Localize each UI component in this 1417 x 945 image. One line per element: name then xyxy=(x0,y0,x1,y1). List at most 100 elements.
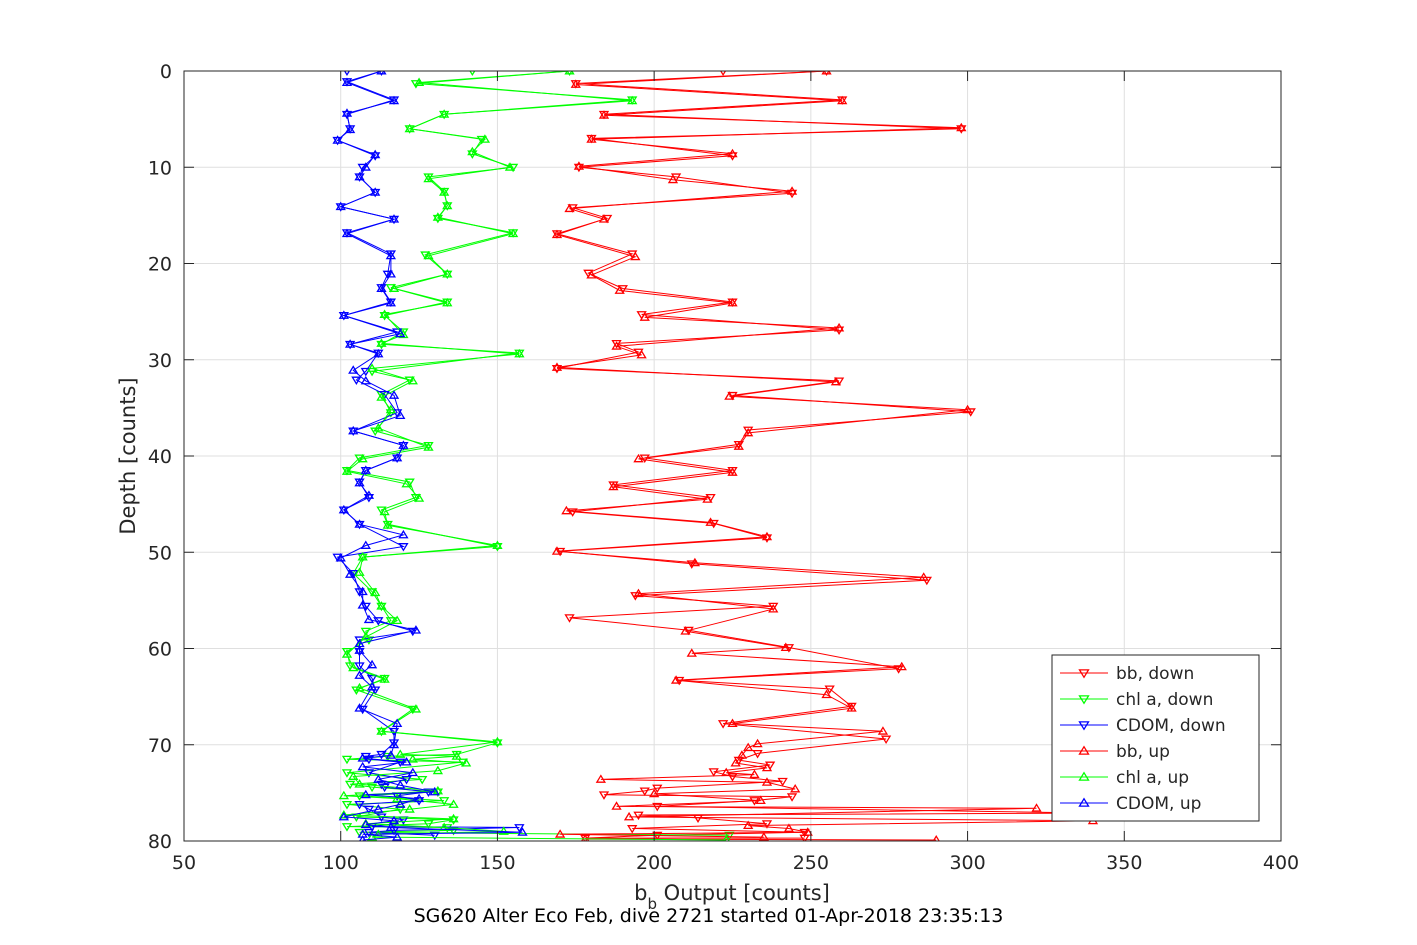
data-point xyxy=(880,735,892,745)
data-point xyxy=(398,329,409,339)
data-point xyxy=(388,815,400,825)
data-point xyxy=(360,465,371,474)
x-tick-label: 100 xyxy=(323,852,359,874)
data-point xyxy=(379,309,390,318)
data-point xyxy=(357,552,368,561)
legend-entry: chl a, down xyxy=(1060,690,1213,710)
data-point xyxy=(363,490,375,499)
data-point xyxy=(448,799,459,808)
data-point xyxy=(758,832,769,841)
data-point xyxy=(360,631,371,641)
data-point xyxy=(442,269,453,278)
y-tick-label: 10 xyxy=(148,157,172,179)
data-point xyxy=(824,685,835,694)
data-point xyxy=(730,757,741,767)
data-point xyxy=(395,328,406,338)
data-point xyxy=(401,478,412,488)
data-point xyxy=(721,767,732,777)
data-point xyxy=(790,783,801,793)
data-point xyxy=(1078,745,1090,755)
data-point xyxy=(391,832,403,841)
data-point xyxy=(627,825,638,834)
data-point xyxy=(395,410,406,420)
data-point xyxy=(354,454,365,463)
data-point xyxy=(1078,669,1090,679)
data-point xyxy=(410,625,422,634)
data-point xyxy=(514,824,525,833)
data-point xyxy=(727,467,738,476)
data-point xyxy=(608,481,619,491)
data-point xyxy=(727,718,738,728)
data-point xyxy=(341,466,353,475)
data-point xyxy=(743,426,754,436)
legend-label: bb, down xyxy=(1116,664,1194,684)
y-tick-label: 60 xyxy=(148,639,172,661)
legend-label: bb, up xyxy=(1116,742,1170,762)
data-point xyxy=(338,811,350,821)
data-point xyxy=(761,820,773,829)
data-point xyxy=(736,750,748,759)
data-point xyxy=(1078,695,1090,705)
data-point xyxy=(354,638,365,648)
x-tick-label: 300 xyxy=(949,852,985,874)
data-point xyxy=(722,834,730,841)
data-point xyxy=(432,765,444,775)
data-point xyxy=(391,793,403,803)
data-point xyxy=(382,520,393,529)
data-point xyxy=(357,753,368,762)
data-point xyxy=(357,829,368,838)
data-point xyxy=(492,540,503,549)
data-point xyxy=(354,670,365,679)
data-point xyxy=(467,146,478,156)
data-point xyxy=(376,71,387,75)
y-tick-label: 20 xyxy=(148,254,172,276)
legend-label: chl a, down xyxy=(1116,690,1213,710)
data-point xyxy=(404,123,415,133)
data-point xyxy=(391,452,403,462)
data-point xyxy=(432,214,444,224)
data-point xyxy=(821,71,832,75)
data-point xyxy=(341,108,353,117)
series-line xyxy=(555,71,1093,841)
data-point xyxy=(410,80,422,89)
data-point xyxy=(636,349,647,359)
data-point xyxy=(388,390,400,399)
data-point xyxy=(821,689,832,699)
data-point xyxy=(633,588,644,598)
data-point xyxy=(385,617,397,626)
data-point xyxy=(551,229,563,239)
data-point xyxy=(382,270,393,280)
data-point xyxy=(786,793,798,802)
data-point xyxy=(360,162,371,171)
data-point xyxy=(423,442,434,451)
data-point xyxy=(429,786,440,796)
data-point xyxy=(761,777,773,786)
data-point xyxy=(407,754,418,763)
data-point xyxy=(338,809,350,819)
data-point xyxy=(492,543,503,552)
data-point xyxy=(338,790,350,800)
data-point xyxy=(743,820,754,830)
data-point xyxy=(354,779,365,788)
data-point xyxy=(749,769,760,779)
data-point xyxy=(918,572,929,581)
data-point xyxy=(639,312,650,321)
data-point xyxy=(564,71,575,75)
data-point xyxy=(341,77,353,86)
data-point xyxy=(956,122,967,132)
data-point xyxy=(733,441,744,450)
data-point xyxy=(354,588,365,597)
data-point xyxy=(1031,803,1042,812)
data-point xyxy=(357,453,368,463)
data-point xyxy=(837,95,848,105)
data-point xyxy=(344,124,356,134)
legend-entry: bb, down xyxy=(1060,664,1194,684)
data-point xyxy=(354,567,365,576)
data-point xyxy=(514,348,525,358)
y-tick-label: 0 xyxy=(160,61,172,83)
data-point xyxy=(420,251,431,260)
data-point xyxy=(370,152,381,161)
data-point xyxy=(404,804,415,813)
legend-entry: CDOM, down xyxy=(1060,716,1226,736)
